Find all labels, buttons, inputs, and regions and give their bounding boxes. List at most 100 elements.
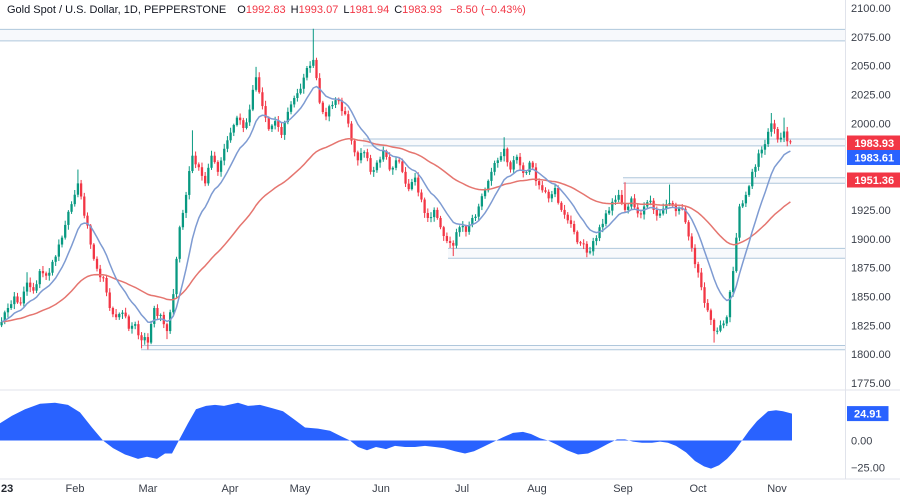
- candle-body: [614, 199, 617, 202]
- time-tick-month: Jul: [455, 483, 469, 495]
- candle-body: [735, 237, 738, 272]
- candle-body: [569, 220, 573, 224]
- candle-body: [588, 251, 592, 253]
- candle-body: [493, 163, 496, 172]
- candle-body: [712, 319, 716, 332]
- ohlc-value: 1981.94: [349, 4, 390, 16]
- time-tick-month: Feb: [66, 483, 85, 495]
- price-tick-label: 1875.00: [851, 263, 891, 275]
- indicator-axis[interactable]: 0.00 −25.00 24.91: [847, 406, 889, 475]
- candle-body: [0, 321, 3, 326]
- candle-body: [315, 59, 318, 79]
- price-tick-label: 2075.00: [851, 32, 891, 44]
- candle-body: [582, 243, 585, 245]
- candle-body: [592, 241, 595, 252]
- candle-body: [35, 284, 38, 291]
- candle-body: [175, 258, 178, 295]
- price-axis[interactable]: 2100.00 2075.00 2050.00 2025.00 2000.00 1925.…: [847, 3, 900, 390]
- candle-body: [420, 192, 423, 200]
- candle-body: [366, 152, 369, 159]
- candle-body: [99, 268, 102, 278]
- candle-body: [477, 206, 480, 217]
- candle-body: [423, 199, 426, 213]
- candle-body: [25, 282, 29, 292]
- candle-body: [474, 216, 477, 218]
- candle-body: [649, 200, 652, 203]
- indicator-tick-label: 0.00: [851, 436, 872, 448]
- candle-body: [722, 323, 725, 326]
- candle-body: [630, 198, 633, 207]
- candle-body: [671, 202, 674, 205]
- candle-body: [436, 209, 439, 218]
- candle-body: [607, 210, 611, 214]
- resistance-zone-2075-zone: [0, 29, 845, 41]
- symbol-title[interactable]: Gold Spot / U.S. Dollar, 1D, PEPPERSTONE: [7, 4, 227, 16]
- candle-body: [512, 160, 515, 170]
- candle-body: [286, 111, 290, 123]
- ohlc-value: 1993.07: [298, 4, 339, 16]
- candle-body: [598, 227, 601, 239]
- resistance-zone-1983-zone: [363, 138, 845, 146]
- time-axis[interactable]: 23 Feb Mar Apr May Jun Jul Aug Sep Oct Nov: [1, 483, 787, 495]
- candle-body: [194, 155, 197, 165]
- candle-body: [356, 152, 359, 161]
- candle-body: [627, 206, 630, 210]
- time-tick-month: Oct: [689, 483, 706, 495]
- candle-body: [544, 190, 547, 192]
- time-tick-month: Apr: [221, 483, 238, 495]
- time-tick-year: 23: [1, 483, 13, 495]
- candle-body: [238, 117, 242, 121]
- candle-body: [60, 237, 64, 245]
- candle-body: [763, 144, 767, 150]
- candle-body: [334, 100, 337, 105]
- price-tick-label: 1925.00: [851, 205, 891, 217]
- candle-body: [744, 194, 748, 204]
- candle-body: [461, 225, 464, 228]
- candle-body: [57, 244, 60, 257]
- candle-body: [216, 162, 220, 172]
- candle-body: [751, 171, 754, 187]
- candle-body: [741, 203, 744, 207]
- candle-body: [153, 307, 156, 324]
- drawn-levels-layer[interactable]: [0, 28, 845, 351]
- price-tick-label: 2050.00: [851, 61, 891, 73]
- candle-body: [639, 213, 643, 215]
- candle-body: [105, 277, 108, 293]
- candle-body: [662, 208, 665, 214]
- change-value: −8.50 (−0.43%): [449, 4, 526, 16]
- candle-body: [439, 217, 442, 228]
- price-tick-label: 1825.00: [851, 320, 891, 332]
- candle-body: [388, 156, 391, 170]
- candle-body: [585, 243, 588, 253]
- candle-body: [156, 307, 159, 317]
- candle-body: [169, 312, 172, 332]
- support-zone-1888-zone: [448, 248, 845, 259]
- candle-body: [143, 337, 146, 341]
- ohlc-key: C: [394, 4, 403, 16]
- candle-body: [407, 183, 410, 190]
- ohlc-key: L: [343, 4, 350, 16]
- candle-body: [452, 242, 455, 246]
- candle-body: [293, 97, 296, 105]
- candle-body: [270, 125, 274, 130]
- candle-body: [429, 217, 433, 219]
- candle-body: [550, 194, 554, 199]
- axis-badge-label: 1951.36: [854, 175, 894, 187]
- candle-body: [51, 261, 54, 273]
- axis-price-badge: [847, 172, 900, 188]
- candle-body: [652, 200, 655, 210]
- candle-body: [54, 256, 57, 262]
- price-tick-label: 2000.00: [851, 118, 891, 130]
- candle-body: [3, 312, 6, 322]
- axis-price-badge: [847, 150, 900, 165]
- ohlc-value: 1983.93: [402, 4, 442, 16]
- candle-body: [426, 212, 429, 218]
- support-zone-1805-zone: [141, 345, 845, 350]
- candle-body: [515, 156, 519, 161]
- candle-body: [665, 204, 668, 209]
- candle-body: [525, 172, 528, 174]
- candle-body: [766, 131, 770, 145]
- candle-body: [19, 302, 22, 304]
- candle-body: [343, 111, 347, 115]
